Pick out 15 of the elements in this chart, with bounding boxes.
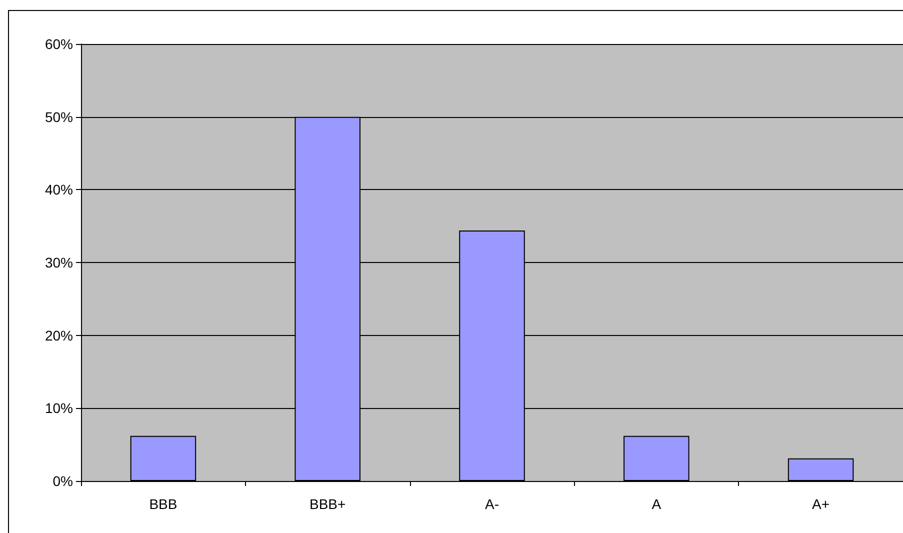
x-tick-label: BBB — [149, 496, 178, 512]
y-tick-label: 30% — [44, 254, 73, 270]
bar — [624, 436, 690, 481]
y-tick-label: 10% — [44, 400, 73, 416]
y-tick-label: 0% — [52, 473, 73, 489]
x-tick-label: A+ — [812, 496, 830, 512]
x-tick-label: BBB+ — [310, 496, 346, 512]
y-tick-label: 60% — [44, 36, 73, 52]
y-tick-label: 40% — [44, 182, 73, 198]
x-tick-label: A- — [485, 496, 500, 512]
bar — [788, 458, 854, 481]
bar — [130, 436, 196, 481]
y-tick-label: 20% — [44, 327, 73, 344]
y-tick-label: 50% — [44, 108, 73, 125]
x-tick-label: A — [652, 496, 662, 512]
